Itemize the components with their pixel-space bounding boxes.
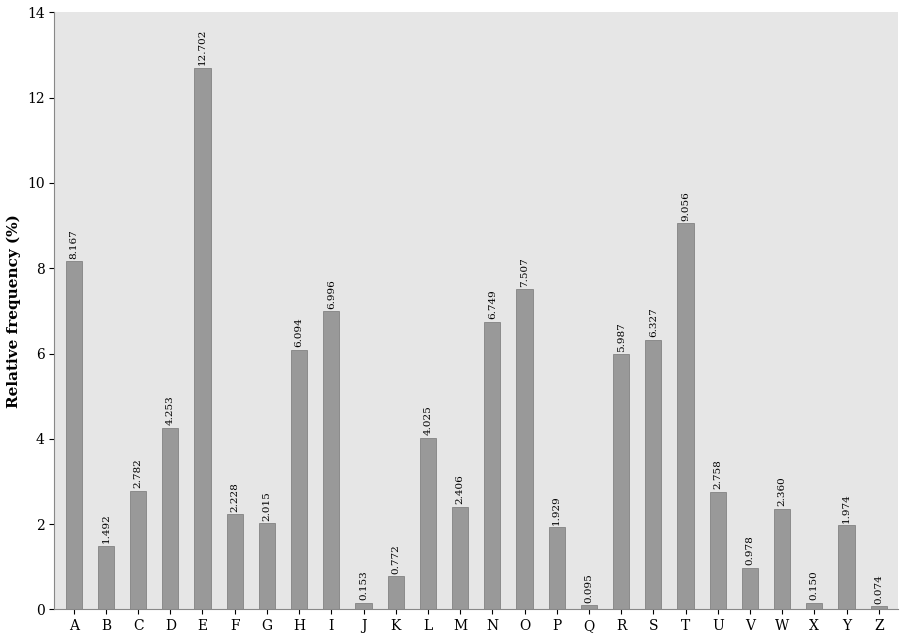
Bar <box>226 515 243 609</box>
Text: 0.095: 0.095 <box>585 573 594 603</box>
Text: 7.507: 7.507 <box>520 257 529 287</box>
Bar <box>420 438 436 609</box>
Text: 0.153: 0.153 <box>359 570 368 600</box>
Bar <box>130 491 146 609</box>
Bar <box>162 428 178 609</box>
Bar <box>806 603 823 609</box>
Text: 0.074: 0.074 <box>874 574 883 604</box>
Bar <box>774 509 790 609</box>
Text: 1.929: 1.929 <box>552 495 561 525</box>
Bar <box>387 577 404 609</box>
Text: 0.150: 0.150 <box>810 571 819 600</box>
Text: 8.167: 8.167 <box>69 229 78 259</box>
Text: 5.987: 5.987 <box>616 322 625 351</box>
Bar <box>710 492 726 609</box>
Text: 1.974: 1.974 <box>842 493 851 523</box>
Text: 4.253: 4.253 <box>166 396 175 426</box>
Text: 2.782: 2.782 <box>134 458 143 488</box>
Bar <box>98 546 114 609</box>
Bar <box>678 223 693 609</box>
Bar <box>452 507 468 609</box>
Bar <box>484 321 500 609</box>
Text: 2.360: 2.360 <box>777 476 786 506</box>
Text: 2.228: 2.228 <box>230 482 239 512</box>
Text: 6.749: 6.749 <box>488 289 497 319</box>
Bar <box>323 311 339 609</box>
Text: 2.015: 2.015 <box>262 491 272 521</box>
Bar <box>517 289 532 609</box>
Text: 0.772: 0.772 <box>391 544 400 574</box>
Text: 4.025: 4.025 <box>424 405 433 435</box>
Y-axis label: Relative frequency (%): Relative frequency (%) <box>7 214 22 408</box>
Text: 9.056: 9.056 <box>681 191 690 221</box>
Bar <box>356 603 372 609</box>
Text: 2.406: 2.406 <box>455 474 464 504</box>
Text: 2.758: 2.758 <box>713 460 722 489</box>
Bar <box>871 606 887 609</box>
Bar <box>291 349 307 609</box>
Bar <box>838 525 854 609</box>
Bar <box>195 68 211 609</box>
Text: 6.094: 6.094 <box>295 317 303 347</box>
Text: 6.327: 6.327 <box>649 307 658 337</box>
Bar <box>742 568 758 609</box>
Text: 12.702: 12.702 <box>198 29 207 65</box>
Bar <box>548 527 565 609</box>
Bar <box>66 261 81 609</box>
Bar <box>613 354 629 609</box>
Bar <box>581 605 597 609</box>
Text: 6.996: 6.996 <box>327 279 336 308</box>
Text: 0.978: 0.978 <box>746 535 755 565</box>
Bar <box>645 340 662 609</box>
Bar <box>259 524 275 609</box>
Text: 1.492: 1.492 <box>101 513 110 543</box>
